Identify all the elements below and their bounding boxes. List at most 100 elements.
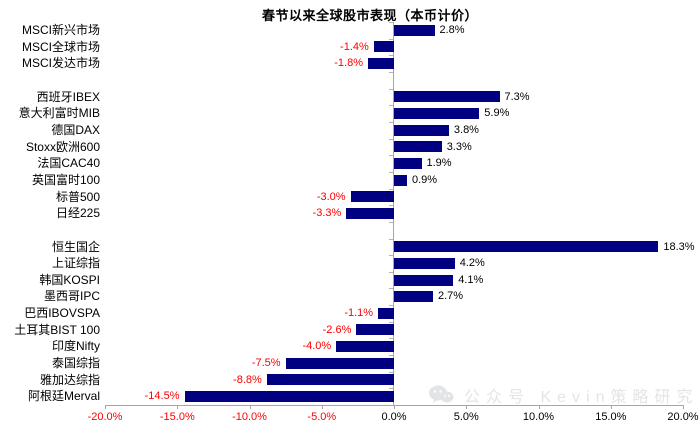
zero-axis-tick [389, 238, 393, 240]
category-label: MSCI新兴市场 [21, 23, 100, 37]
category-label: MSCI发达市场 [21, 56, 100, 71]
bar-row: 泰国综指 -7.5% [0, 355, 700, 372]
x-axis-tick [321, 405, 323, 409]
category-label: 标普500 [55, 189, 100, 204]
bar [394, 274, 454, 286]
zero-axis-tick [389, 22, 393, 23]
value-label: 0.9% [412, 173, 438, 186]
bar-row: 土耳其BIST 100 -2.6% [0, 322, 700, 339]
x-axis-tick-label: -15.0% [159, 411, 195, 423]
category-label: 韩国KOSPI [39, 272, 100, 287]
bar-row: 墨西哥IPC 2.7% [0, 288, 700, 305]
bar-row: 雅加达综指 -8.8% [0, 372, 700, 389]
bar [394, 124, 449, 136]
category-label: 墨西哥IPC [43, 289, 100, 304]
bar-row: 意大利富时MIB 5.9% [0, 105, 700, 122]
value-label: -1.8% [334, 57, 363, 70]
bar-row: 韩国KOSPI 4.1% [0, 272, 700, 289]
value-label: 7.3% [504, 90, 530, 103]
value-label: 1.9% [426, 157, 452, 170]
value-label: -1.4% [340, 40, 369, 53]
x-axis-tick-label: 10.0% [522, 411, 555, 423]
zero-axis-tick [389, 72, 393, 73]
category-label: Stoxx欧洲600 [25, 139, 100, 154]
zero-axis-tick [389, 105, 393, 107]
x-axis-tick-label: 0.0% [381, 411, 407, 423]
zero-axis-tick [389, 321, 393, 323]
value-label: 18.3% [663, 240, 695, 253]
category-label: 土耳其BIST 100 [14, 322, 100, 337]
category-label: 英国富时100 [31, 172, 100, 187]
zero-axis-tick [389, 288, 393, 290]
bar [394, 241, 659, 253]
category-label: 上证综指 [51, 256, 100, 271]
value-label: -14.5% [144, 390, 180, 403]
category-label: 阿根廷Merval [27, 389, 100, 404]
bar [378, 307, 394, 319]
bar-row: 西班牙IBEX 7.3% [0, 89, 700, 106]
value-label: 4.2% [459, 257, 485, 270]
zero-axis-tick [389, 38, 393, 40]
bar [394, 141, 442, 153]
zero-axis-tick [389, 371, 393, 373]
zero-axis-tick [389, 255, 393, 257]
value-label: 5.9% [484, 107, 510, 120]
bar [184, 391, 394, 403]
zero-axis-tick [389, 88, 393, 90]
bar [336, 341, 394, 353]
zero-axis-tick [389, 205, 393, 207]
value-label: 2.7% [438, 290, 464, 303]
bar-row: 德国DAX 3.8% [0, 122, 700, 139]
bar-row: 恒生国企 18.3% [0, 239, 700, 256]
zero-axis-tick [389, 221, 393, 223]
zero-axis-tick [389, 188, 393, 190]
bar [346, 207, 394, 219]
bar-row: 阿根廷Merval -14.5% [0, 388, 700, 405]
zero-axis-tick [389, 271, 393, 273]
x-axis-tick [610, 405, 612, 409]
bar-row: 印度Nifty -4.0% [0, 338, 700, 355]
x-axis-tick-label: 20.0% [667, 411, 699, 423]
x-axis-tick-label: 5.0% [453, 411, 479, 423]
category-label: 恒生国企 [51, 239, 100, 254]
x-axis-tick [538, 405, 540, 409]
category-label: 西班牙IBEX [36, 89, 100, 104]
bar [356, 324, 394, 336]
zero-axis-tick [389, 155, 393, 157]
category-label: 雅加达综指 [39, 372, 100, 387]
value-label: -2.6% [322, 323, 352, 336]
zero-axis-tick [389, 121, 393, 123]
bar [373, 41, 394, 53]
category-label: 日经225 [55, 206, 100, 221]
x-axis-tick [105, 405, 106, 409]
bar-row: 日经225 -3.3% [0, 205, 700, 222]
bar-row: 法国CAC40 1.9% [0, 155, 700, 172]
zero-axis-tick [389, 55, 393, 57]
bar [394, 157, 422, 169]
value-label: -7.5% [251, 357, 281, 369]
category-label: MSCI全球市场 [21, 39, 100, 54]
category-label: 印度Nifty [51, 339, 100, 354]
x-axis-tick-label: -20.0% [87, 411, 123, 423]
x-axis-tick-label: 15.0% [595, 411, 627, 423]
x-axis-tick-label: -5.0% [307, 411, 337, 423]
chart-title: 春节以来全球股市表现（本币计价） [261, 8, 478, 23]
bar [368, 58, 394, 70]
value-label: 4.1% [458, 273, 484, 286]
zero-axis-tick [389, 338, 393, 340]
value-label: -3.3% [312, 207, 342, 220]
bar [394, 91, 500, 103]
x-axis-tick-label: -10.0% [232, 411, 267, 423]
bar [266, 374, 394, 386]
category-label: 法国CAC40 [37, 156, 100, 171]
bar-row: 英国富时100 0.9% [0, 172, 700, 189]
bar-row: MSCI发达市场 -1.8% [0, 55, 700, 72]
category-label: 意大利富时MIB [18, 106, 100, 121]
bar-row: 巴西IBOVSPA -1.1% [0, 305, 700, 322]
bar [394, 24, 435, 36]
value-label: 2.8% [439, 24, 465, 36]
x-axis-tick [394, 405, 395, 409]
zero-axis-tick [389, 355, 393, 356]
bar [350, 191, 394, 203]
